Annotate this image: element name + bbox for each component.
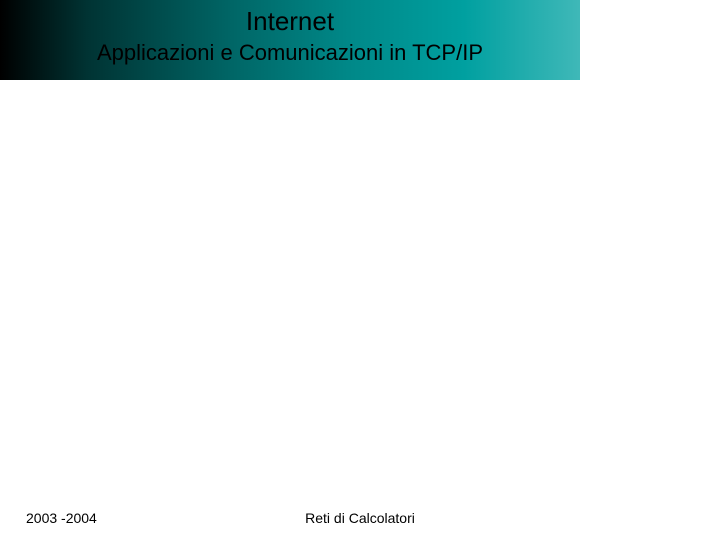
slide-title: Internet <box>0 6 580 37</box>
slide-subtitle: Applicazioni e Comunicazioni in TCP/IP <box>0 40 580 66</box>
footer-course: Reti di Calcolatori <box>0 510 720 526</box>
